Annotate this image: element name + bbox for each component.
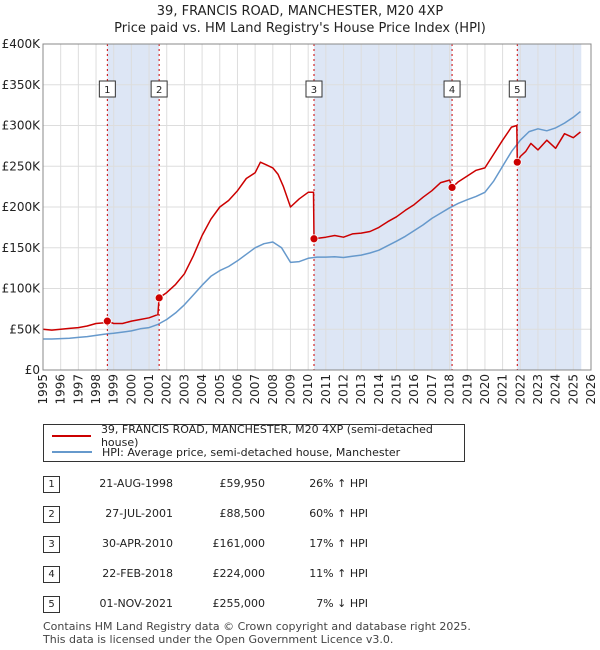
footer: Contains HM Land Registry data © Crown c…: [43, 620, 471, 646]
x-tick-label: 2017: [425, 374, 439, 405]
x-tick-label: 2025: [566, 374, 580, 405]
sale-number-badge: 3: [43, 536, 60, 553]
x-tick-label: 2024: [549, 374, 563, 405]
table-row: 4 22-FEB-2018 £224,000 11% ↑ HPI: [43, 560, 600, 590]
y-tick-label: £100K: [2, 282, 42, 296]
x-tick-label: 2002: [160, 374, 174, 405]
x-tick-label: 1997: [71, 374, 85, 405]
x-tick-label: 2019: [460, 374, 474, 405]
x-tick-label: 2014: [372, 374, 386, 405]
y-tick-label: £250K: [2, 159, 42, 173]
x-tick-label: 2016: [407, 374, 421, 405]
sale-point-3: [309, 234, 319, 244]
x-tick-label: 2026: [584, 374, 598, 405]
x-tick-label: 2021: [496, 374, 510, 405]
x-tick-label: 2018: [443, 374, 457, 405]
sale-label-box: [443, 80, 461, 98]
sale-label-text: 3: [311, 85, 317, 96]
x-tick-label: 2003: [177, 374, 191, 405]
sale-price: £255,000: [212, 597, 266, 610]
x-tick-label: 2011: [319, 374, 333, 405]
x-tick-label: 2023: [531, 374, 545, 405]
sale-hpi-change: 26% ↑ HPI: [309, 477, 368, 490]
table-row: 2 27-JUL-2001 £88,500 60% ↑ HPI: [43, 500, 600, 530]
sale-number-badge: 1: [43, 476, 60, 493]
sale-number-badge: 2: [43, 506, 60, 523]
x-tick-label: 1998: [89, 374, 103, 405]
x-tick-label: 2012: [337, 374, 351, 405]
legend-item-hpi: HPI: Average price, semi-detached house,…: [52, 444, 400, 460]
sale-date: 30-APR-2010: [101, 537, 173, 550]
x-tick-label: 2001: [142, 374, 156, 405]
legend-swatch-hpi: [52, 451, 92, 453]
footer-copyright: Contains HM Land Registry data © Crown c…: [43, 620, 471, 633]
table-row: 5 01-NOV-2021 £255,000 7% ↓ HPI: [43, 590, 600, 620]
sale-number-badge: 5: [43, 596, 60, 613]
x-tick-label: 2005: [213, 374, 227, 405]
sale-point-2: [154, 293, 164, 303]
y-tick-label: £400K: [2, 37, 42, 51]
chart-title: 39, FRANCIS ROAD, MANCHESTER, M20 4XP: [156, 4, 444, 19]
sale-price: £161,000: [212, 537, 266, 550]
legend-swatch-property: [52, 435, 91, 437]
sale-label-box: [305, 80, 323, 98]
x-tick-label: 2006: [230, 374, 244, 405]
y-tick-label: £150K: [2, 241, 42, 255]
sale-date: 22-FEB-2018: [102, 567, 173, 580]
sale-label-text: 4: [449, 85, 455, 96]
sale-label-text: 5: [514, 85, 520, 96]
sale-label-box: [508, 80, 526, 98]
sale-hpi-change: 7% ↓ HPI: [316, 597, 368, 610]
price-chart: 1 2 3 4 5 £0 £50K £100K £150K £200K £250K £300K £35…: [2, 37, 598, 405]
sale-hpi-change: 17% ↑ HPI: [309, 537, 368, 550]
sale-point-4: [447, 183, 457, 192]
legend: 39, FRANCIS ROAD, MANCHESTER, M20 4XP (s…: [43, 423, 465, 462]
sale-number-badge: 4: [43, 566, 60, 583]
x-tick-label: 2008: [266, 374, 280, 405]
x-tick-label: 2015: [390, 374, 404, 405]
sale-price: £59,950: [219, 477, 266, 490]
x-tick-label: 2009: [283, 374, 297, 405]
sale-hpi-change: 11% ↑ HPI: [309, 567, 368, 580]
x-tick-label: 1995: [36, 374, 50, 405]
sale-price: £224,000: [212, 567, 266, 580]
x-tick-label: 2000: [124, 374, 138, 405]
sale-point-1: [102, 316, 112, 326]
footer-license: This data is licensed under the Open Gov…: [43, 633, 394, 646]
hpi-series-line: [43, 111, 581, 340]
x-tick-label: 2007: [248, 374, 262, 405]
sale-date: 21-AUG-1998: [99, 477, 173, 490]
x-tick-label: 2020: [478, 374, 492, 405]
sale-label-box: [150, 80, 168, 98]
table-row: 1 21-AUG-1998 £59,950 26% ↑ HPI: [43, 470, 600, 500]
sale-label-text: 2: [156, 85, 162, 96]
x-tick-label: 1996: [54, 374, 68, 405]
legend-item-property: 39, FRANCIS ROAD, MANCHESTER, M20 4XP (s…: [52, 423, 464, 449]
sale-price: £88,500: [219, 507, 266, 520]
property-series-line: [42, 124, 581, 331]
sale-point-5: [512, 157, 522, 167]
y-tick-label: £300K: [2, 119, 42, 133]
sale-label-text: 1: [104, 85, 110, 96]
x-tick-label: 2013: [354, 374, 368, 405]
sale-label-box: [98, 80, 116, 98]
y-tick-label: £200K: [2, 200, 42, 214]
y-tick-label: £0: [25, 363, 40, 377]
x-tick-label: 1999: [107, 374, 121, 405]
y-tick-label: £50K: [9, 322, 41, 336]
legend-label-property: 39, FRANCIS ROAD, MANCHESTER, M20 4XP (s…: [100, 423, 433, 449]
y-tick-label: £350K: [2, 78, 42, 92]
legend-label-hpi: HPI: Average price, semi-detached house,…: [102, 445, 401, 459]
x-tick-label: 2010: [301, 374, 315, 405]
sale-date: 27-JUL-2001: [105, 507, 173, 520]
sale-date: 01-NOV-2021: [99, 597, 173, 610]
plot-border: [42, 43, 592, 371]
table-row: 3 30-APR-2010 £161,000 17% ↑ HPI: [43, 530, 600, 560]
x-tick-label: 2004: [195, 374, 209, 405]
chart-subtitle: Price paid vs. HM Land Registry's House …: [114, 21, 486, 36]
sale-hpi-change: 60% ↑ HPI: [309, 507, 368, 520]
x-tick-label: 2022: [513, 374, 527, 405]
